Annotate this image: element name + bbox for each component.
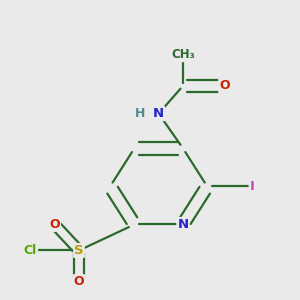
Text: I: I [250,180,255,193]
Text: Cl: Cl [24,244,37,257]
Text: O: O [74,275,84,288]
Text: N: N [153,107,164,120]
Text: O: O [219,80,230,92]
Text: O: O [50,218,60,231]
Text: N: N [177,218,188,231]
Text: CH₃: CH₃ [171,48,195,61]
Text: S: S [74,244,84,257]
Text: H: H [134,107,145,120]
